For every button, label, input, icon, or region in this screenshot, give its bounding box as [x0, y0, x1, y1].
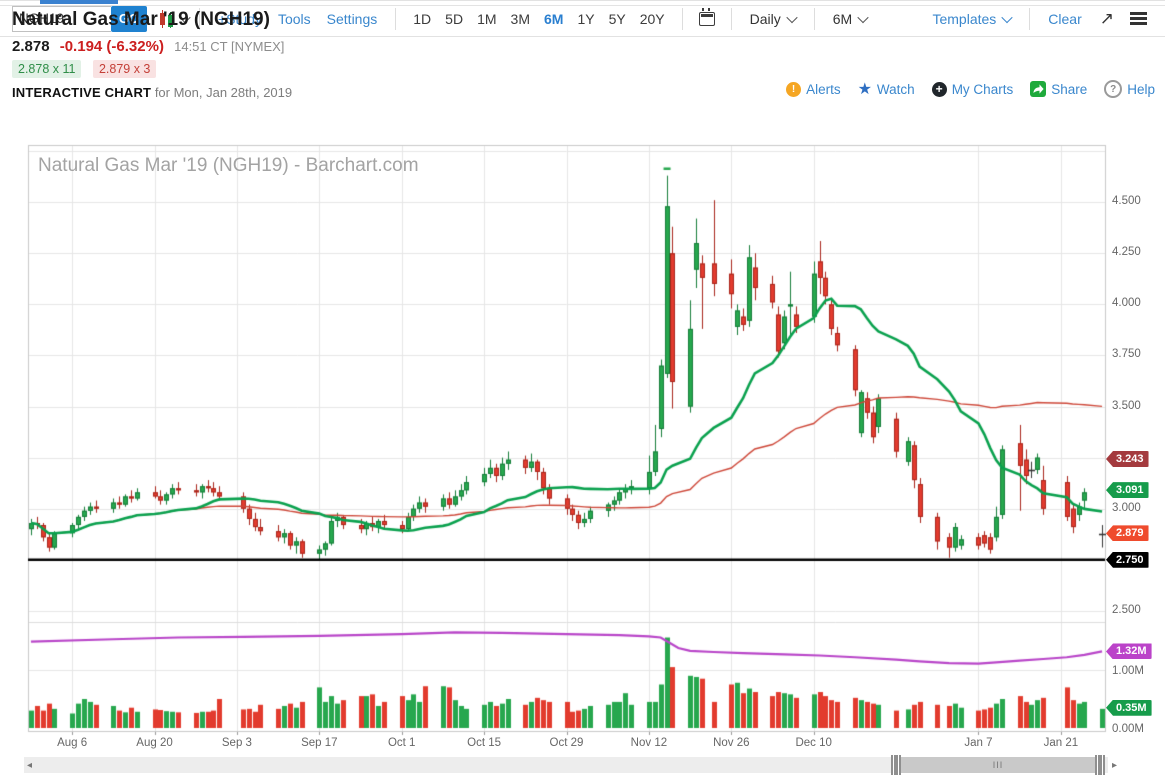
- price-axis-label: 2.500: [1112, 603, 1141, 616]
- chart-date: for Mon, Jan 28th, 2019: [154, 84, 293, 100]
- quick-link-label: Help: [1127, 81, 1155, 97]
- x-axis-label: Aug 20: [136, 737, 173, 749]
- chart-type-icon[interactable]: [157, 9, 177, 28]
- quick-link-share[interactable]: Share: [1030, 81, 1087, 97]
- x-axis-label: Nov 12: [630, 737, 668, 749]
- axis-badge-0.35m: 0.35M: [1106, 699, 1152, 716]
- star-icon: ★: [857, 80, 872, 98]
- axis-badge-1.32m: 1.32M: [1106, 643, 1152, 660]
- scrollbar-grip-label: III: [992, 760, 1004, 770]
- scroll-left-icon[interactable]: ◂: [27, 760, 33, 771]
- x-axis-label: Aug 6: [57, 737, 88, 749]
- x-axis-label: Oct 29: [549, 737, 584, 749]
- x-axis-label: Oct 1: [387, 737, 416, 749]
- quick-link-watch[interactable]: ★ Watch: [857, 80, 915, 98]
- x-axis-label: Jan 21: [1043, 737, 1079, 749]
- quick-link-label: Watch: [876, 81, 915, 97]
- alert-icon: !: [786, 81, 802, 97]
- scroll-right-icon[interactable]: ▸: [1112, 760, 1118, 771]
- ask-quote: 2.879 x 3: [92, 59, 157, 78]
- scrollbar-right-grip[interactable]: [1095, 755, 1105, 775]
- volume-axis-label: 0.00M: [1112, 723, 1144, 735]
- x-axis-label: Sep 17: [301, 737, 338, 749]
- chart-watermark: Natural Gas Mar '19 (NGH19) - Barchart.c…: [38, 155, 419, 176]
- volume-axis-label: 1.00M: [1112, 665, 1144, 677]
- price-change: -0.194 (-6.32%): [59, 37, 164, 55]
- quick-link-label: Share: [1051, 81, 1088, 97]
- price-axis-label: 4.500: [1112, 195, 1141, 208]
- price-axis-label: 3.750: [1112, 348, 1141, 361]
- x-axis-label: Dec 10: [795, 737, 832, 749]
- quick-link-alerts[interactable]: ! Alerts: [786, 81, 841, 97]
- horizontal-scrollbar-track[interactable]: III: [24, 755, 1108, 775]
- page-title: Natural Gas Mar '19 (NGH19): [12, 9, 270, 30]
- quote-header: Natural Gas Mar '19 (NGH19) 2.878 -0.194…: [12, 9, 293, 100]
- interactive-chart-label: INTERACTIVE CHART: [12, 84, 152, 100]
- top-divider: [0, 5, 1165, 6]
- calendar-icon[interactable]: [698, 7, 715, 26]
- quick-link-my-charts[interactable]: + My Charts: [931, 81, 1014, 97]
- price-axis-label: 3.000: [1112, 501, 1141, 514]
- price-axis-label: 4.250: [1112, 246, 1141, 259]
- quick-link-label: My Charts: [951, 81, 1014, 97]
- quick-link-label: Alerts: [806, 81, 841, 97]
- x-axis-label: Oct 15: [467, 737, 502, 749]
- axis-badge-2.750: 2.750: [1106, 551, 1149, 568]
- active-tab-indicator: [40, 0, 118, 4]
- axis-badge-3.243: 3.243: [1106, 451, 1149, 468]
- x-axis-label: Nov 26: [713, 737, 750, 749]
- bid-quote: 2.878 x 11: [12, 59, 82, 78]
- quick-link-help[interactable]: ? Help: [1104, 80, 1155, 98]
- scrollbar-left-grip[interactable]: [891, 755, 901, 775]
- plus-circle-icon: +: [931, 81, 947, 97]
- question-icon: ?: [1104, 80, 1123, 98]
- share-icon: [1030, 81, 1047, 97]
- scrollbar-handle[interactable]: III: [891, 755, 1105, 775]
- axis-badge-2.879: 2.879: [1106, 525, 1149, 542]
- quick-links: ! Alerts ★ Watch + My Charts Share? Help: [786, 80, 1155, 98]
- quote-time: 14:51 CT [NYMEX]: [174, 38, 285, 54]
- price-axis-label: 4.000: [1112, 297, 1141, 310]
- x-axis-label: Jan 7: [964, 737, 993, 749]
- x-axis-label: Sep 3: [221, 737, 252, 749]
- axis-badge-3.091: 3.091: [1106, 482, 1149, 499]
- price-axis-label: 3.500: [1112, 399, 1141, 412]
- last-price: 2.878: [12, 37, 50, 55]
